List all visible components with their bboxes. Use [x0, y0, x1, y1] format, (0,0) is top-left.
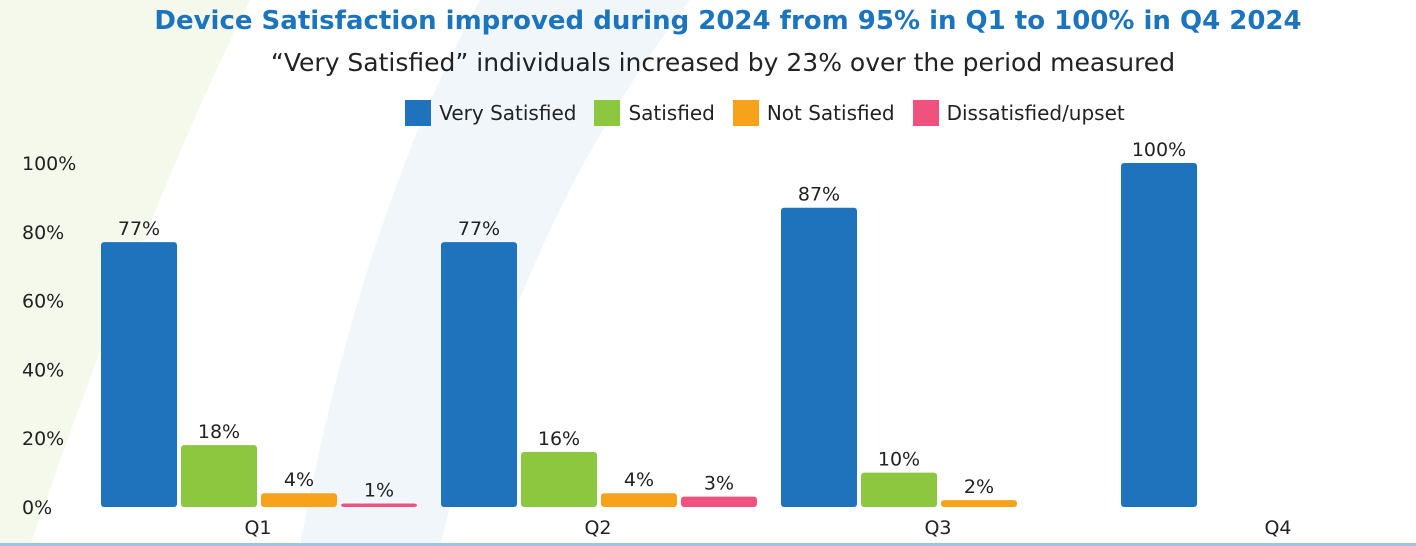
legend-item-not-satisfied: Not Satisfied: [732, 100, 895, 126]
data-label: 100%: [1132, 139, 1186, 161]
data-label: 87%: [798, 184, 840, 206]
bar: [1121, 163, 1197, 507]
data-label: 16%: [538, 428, 580, 450]
legend-label-satisfied: Satisfied: [628, 101, 715, 125]
bar: [941, 500, 1017, 507]
data-label: 4%: [284, 469, 314, 491]
data-label: 77%: [118, 218, 160, 240]
data-label: 77%: [458, 218, 500, 240]
bar: [681, 496, 757, 507]
y-tick-label: 60%: [22, 291, 64, 313]
bar: [441, 242, 517, 507]
data-label: 10%: [878, 449, 920, 471]
legend-item-dissatisfied-upset: Dissatisfied/upset: [912, 100, 1125, 126]
bottom-divider: [0, 543, 1416, 546]
chart-title: Device Satisfaction improved during 2024…: [154, 6, 1302, 36]
legend-swatch-dissatisfied-upset: [912, 100, 939, 126]
y-tick-label: 40%: [22, 359, 64, 381]
legend-item-satisfied: Satisfied: [594, 100, 715, 126]
y-tick-label: 0%: [22, 497, 52, 519]
legend-label-very-satisfied: Very Satisfied: [439, 101, 577, 125]
chart-legend: Very Satisfied Satisfied Not Satisfied D…: [0, 100, 1416, 126]
x-tick-label: Q4: [1264, 517, 1291, 539]
bar: [341, 503, 417, 507]
bar: [181, 445, 257, 507]
data-label: 2%: [964, 476, 994, 498]
bar: [261, 493, 337, 507]
legend-item-very-satisfied: Very Satisfied: [405, 100, 576, 126]
legend-swatch-satisfied: [594, 100, 621, 126]
bar: [601, 493, 677, 507]
y-tick-label: 80%: [22, 222, 64, 244]
data-label: 1%: [364, 480, 394, 502]
chart-subtitle: “Very Satisfied” individuals increased b…: [270, 48, 1176, 77]
x-tick-label: Q1: [244, 517, 271, 539]
data-label: 3%: [704, 473, 734, 495]
x-tick-label: Q3: [924, 517, 951, 539]
bar: [861, 472, 937, 507]
bar: [101, 242, 177, 507]
legend-swatch-very-satisfied: [405, 100, 432, 126]
legend-swatch-not-satisfied: [732, 100, 759, 126]
x-tick-label: Q2: [584, 517, 611, 539]
y-tick-label: 20%: [22, 428, 64, 450]
bar: [521, 451, 597, 507]
data-label: 4%: [624, 469, 654, 491]
data-label: 18%: [198, 421, 240, 443]
legend-label-dissatisfied-upset: Dissatisfied/upset: [946, 101, 1125, 125]
bar: [781, 207, 857, 507]
legend-label-not-satisfied: Not Satisfied: [766, 101, 895, 125]
y-tick-label: 100%: [22, 153, 76, 175]
